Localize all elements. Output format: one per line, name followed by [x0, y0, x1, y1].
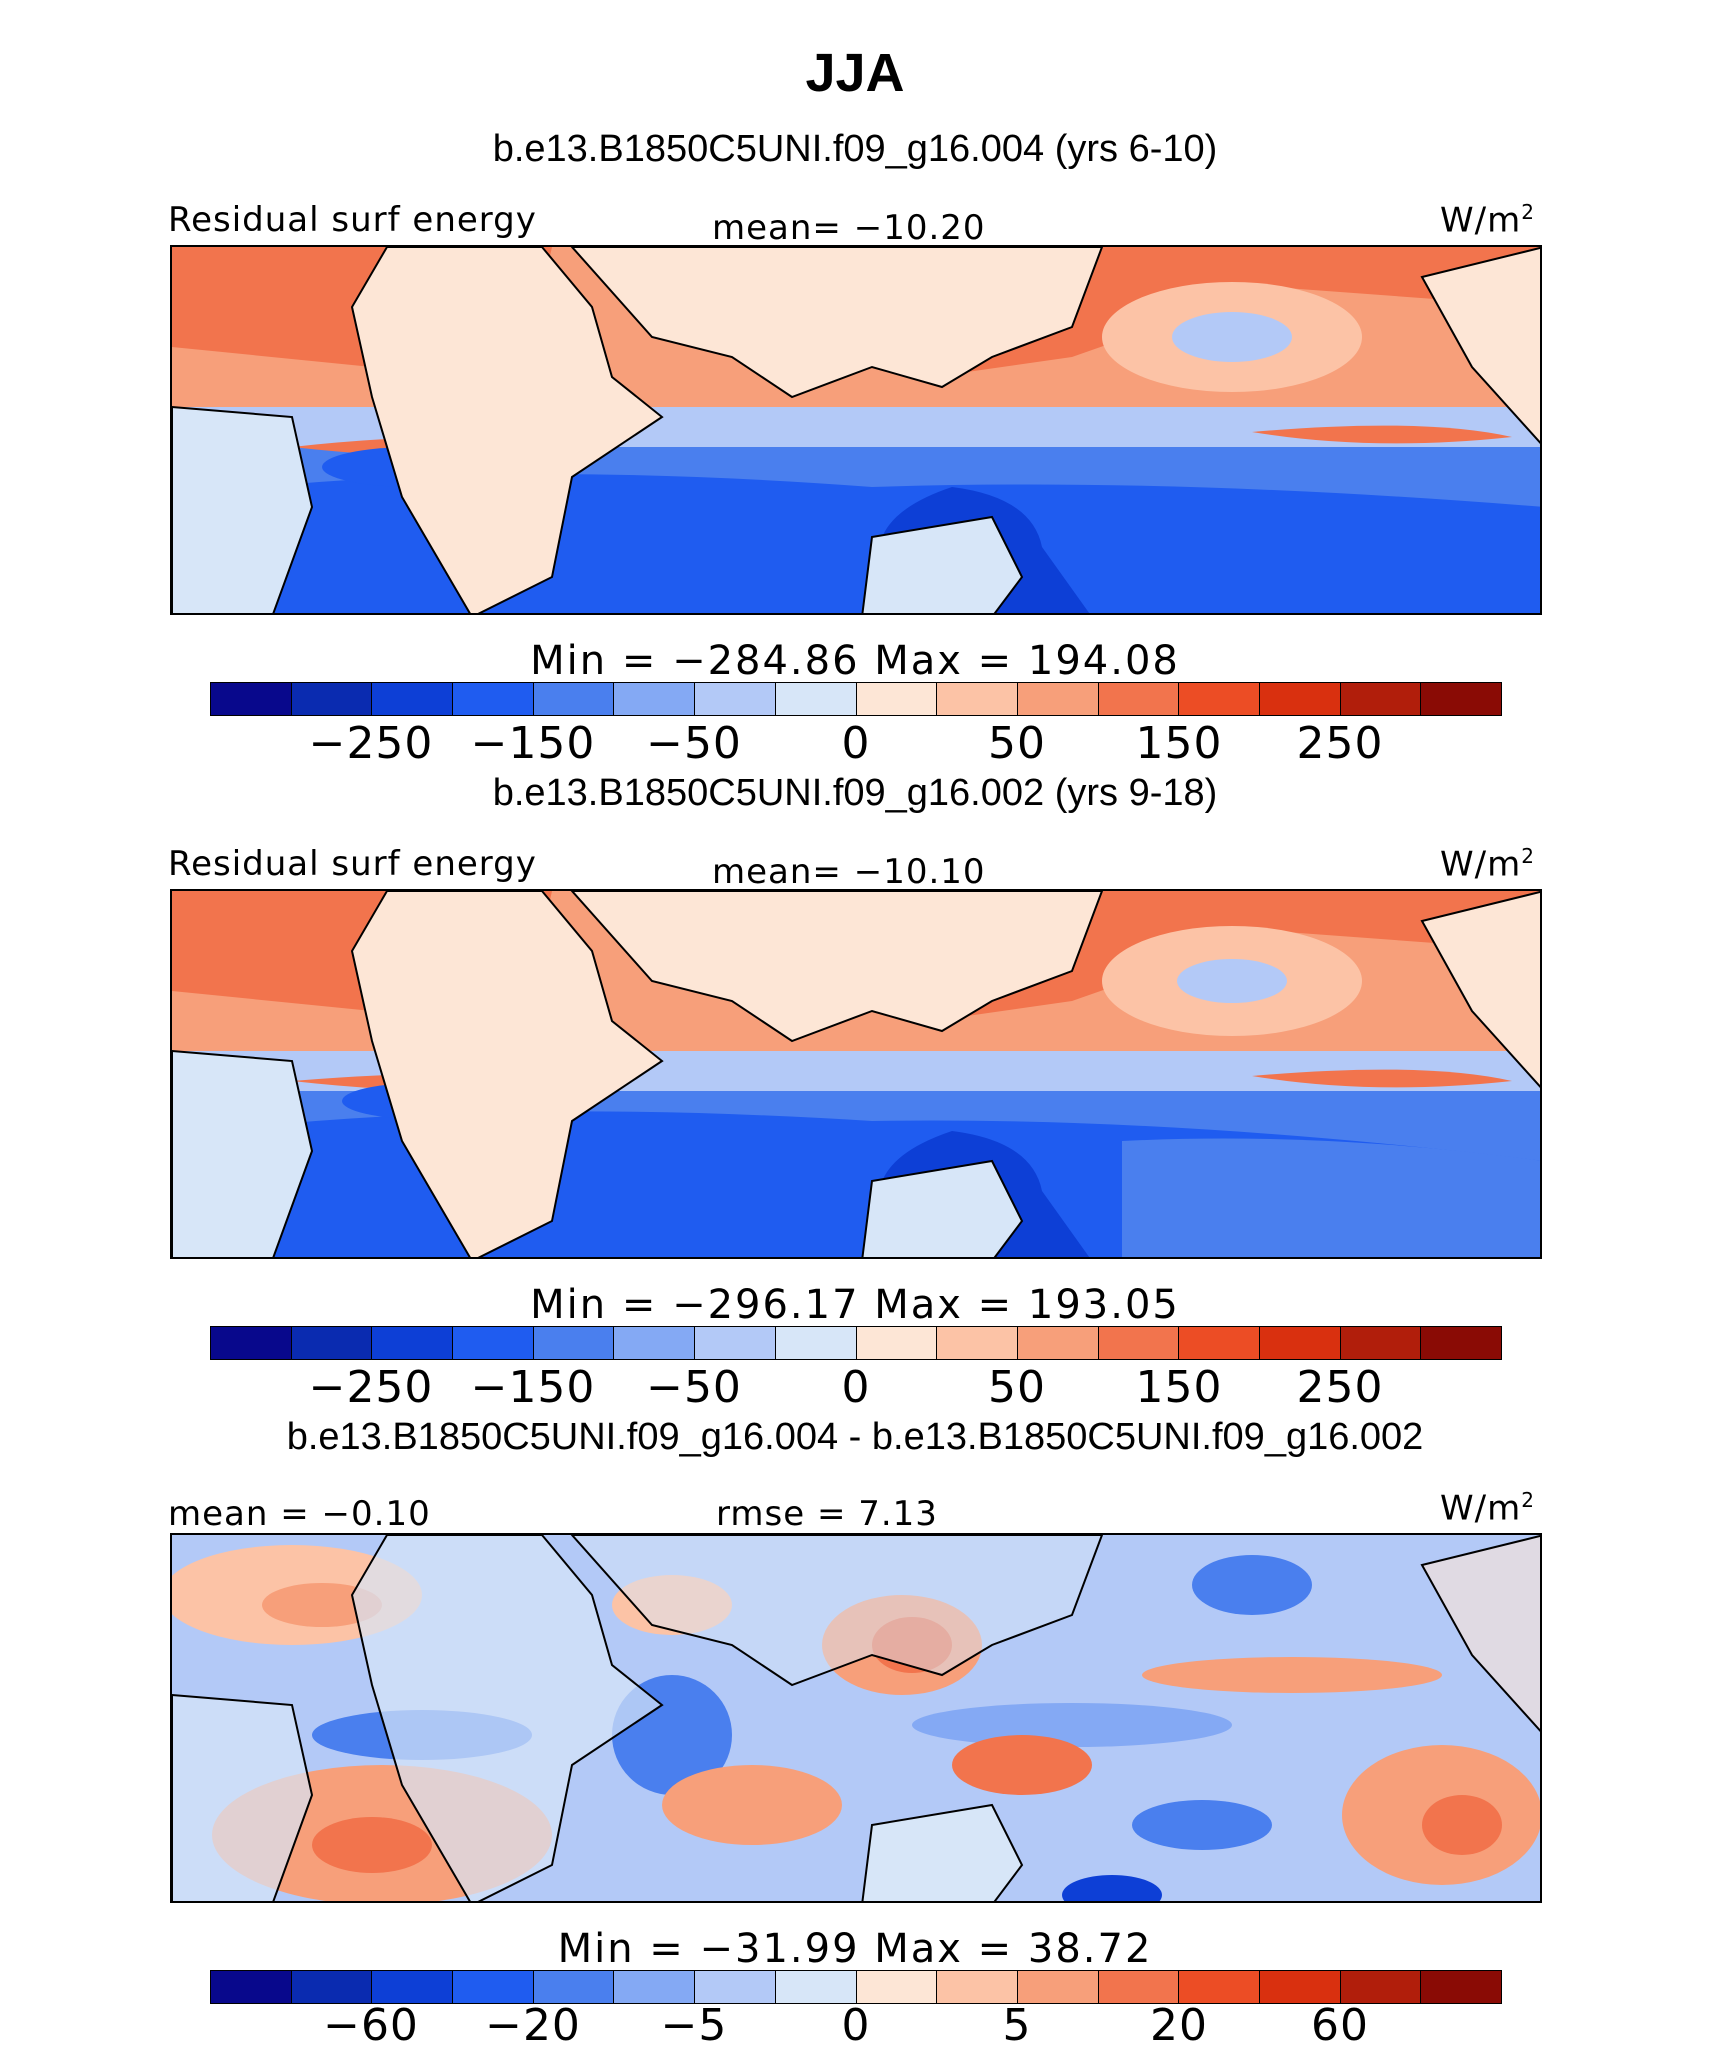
colorbar-swatch [1421, 1327, 1501, 1359]
colorbar-swatch [1179, 1327, 1260, 1359]
panel-2-tick: 250 [1296, 1362, 1384, 1413]
colorbar-swatch [695, 683, 776, 715]
panel-3-title: b.e13.B1850C5UNI.f09_g16.004 - b.e13.B18… [286, 1416, 1424, 1458]
colorbar-swatch [372, 1971, 454, 2003]
colorbar-swatch [211, 1327, 292, 1359]
panel-3-tick: 20 [1150, 2000, 1208, 2051]
colorbar-swatch [533, 1327, 615, 1359]
panel-2-map [170, 889, 1542, 1259]
panel-1-title: b.e13.B1850C5UNI.f09_g16.004 (yrs 6-10) [492, 128, 1218, 170]
colorbar-swatch [453, 1971, 534, 2003]
colorbar-swatch [614, 1971, 696, 2003]
colorbar-swatch [1340, 1971, 1422, 2003]
colorbar-swatch [372, 683, 454, 715]
panel-2-tick: 150 [1135, 1362, 1223, 1413]
colorbar-swatch [1259, 1327, 1341, 1359]
colorbar-swatch [695, 1971, 776, 2003]
colorbar-swatch [291, 1971, 373, 2003]
colorbar-swatch [1421, 683, 1501, 715]
panel-3-tick: −5 [660, 2000, 728, 2051]
figure-title: JJA [805, 43, 905, 103]
colorbar-swatch [1098, 1327, 1180, 1359]
colorbar-swatch [1421, 1971, 1501, 2003]
colorbar-swatch [614, 1327, 696, 1359]
panel-3-units-label: W/m2 [1440, 1488, 1535, 1529]
panel-3-tick: 0 [841, 2000, 871, 2051]
panel-1-tick: −150 [470, 718, 596, 769]
panel-1-minmax: Min = −284.86 Max = 194.08 [530, 638, 1180, 684]
panel-2-tick: 50 [988, 1362, 1046, 1413]
colorbar-swatch [453, 1327, 534, 1359]
panel-2-mean-label: mean= −10.10 [712, 852, 986, 892]
colorbar-swatch [695, 1327, 776, 1359]
panel-2-minmax: Min = −296.17 Max = 193.05 [530, 1282, 1180, 1328]
panel-3-colorbar [210, 1970, 1502, 2004]
panel-3-map [170, 1533, 1542, 1903]
panel-1-tick: 150 [1135, 718, 1223, 769]
colorbar-swatch [372, 1327, 454, 1359]
colorbar-swatch [614, 683, 696, 715]
panel-3-tick: −60 [323, 2000, 419, 2051]
panel-1-map [170, 245, 1542, 615]
panel-1-tick: −250 [308, 718, 434, 769]
colorbar-swatch [937, 683, 1018, 715]
panel-1-tick: 50 [988, 718, 1046, 769]
colorbar-swatch [1179, 683, 1260, 715]
panel-2-title: b.e13.B1850C5UNI.f09_g16.002 (yrs 9-18) [492, 772, 1218, 814]
colorbar-swatch [1098, 1971, 1180, 2003]
colorbar-swatch [291, 1327, 373, 1359]
colorbar-swatch [1098, 683, 1180, 715]
panel-2-tick: −250 [308, 1362, 434, 1413]
colorbar-swatch [775, 1327, 857, 1359]
colorbar-swatch [1179, 1971, 1260, 2003]
colorbar-swatch [775, 1971, 857, 2003]
panel-1-mean-label: mean= −10.20 [712, 208, 986, 248]
panel-3-tick: 5 [1002, 2000, 1032, 2051]
colorbar-swatch [211, 683, 292, 715]
colorbar-swatch [211, 1971, 292, 2003]
panel-2-colorbar [210, 1326, 1502, 1360]
panel-3-mean-label: mean = −0.10 [168, 1494, 431, 1534]
panel-2-tick: 0 [841, 1362, 871, 1413]
panel-2-tick: −50 [646, 1362, 742, 1413]
panel-2-units-label: W/m2 [1440, 844, 1535, 885]
panel-1-tick: −50 [646, 718, 742, 769]
colorbar-swatch [937, 1971, 1018, 2003]
colorbar-swatch [1340, 1327, 1422, 1359]
colorbar-swatch [1340, 683, 1422, 715]
panel-3-tick: −20 [485, 2000, 581, 2051]
colorbar-swatch [533, 1971, 615, 2003]
panel-3-minmax: Min = −31.99 Max = 38.72 [557, 1926, 1153, 1972]
colorbar-swatch [533, 683, 615, 715]
colorbar-swatch [1017, 1327, 1099, 1359]
colorbar-swatch [1259, 683, 1341, 715]
colorbar-swatch [775, 683, 857, 715]
panel-2-tick: −150 [470, 1362, 596, 1413]
panel-1-variable-label: Residual surf energy [168, 200, 537, 240]
panel-1-tick: 0 [841, 718, 871, 769]
panel-1-colorbar [210, 682, 1502, 716]
colorbar-swatch [291, 683, 373, 715]
panel-1-units-label: W/m2 [1440, 200, 1535, 241]
panel-1-tick: 250 [1296, 718, 1384, 769]
colorbar-swatch [937, 1327, 1018, 1359]
colorbar-swatch [1017, 1971, 1099, 2003]
colorbar-swatch [453, 683, 534, 715]
colorbar-swatch [856, 1327, 938, 1359]
panel-3-tick: 60 [1311, 2000, 1369, 2051]
colorbar-swatch [1259, 1971, 1341, 2003]
panel-3-rmse-label: rmse = 7.13 [716, 1494, 938, 1534]
colorbar-swatch [1017, 683, 1099, 715]
colorbar-swatch [856, 683, 938, 715]
colorbar-swatch [856, 1971, 938, 2003]
panel-2-variable-label: Residual surf energy [168, 844, 537, 884]
